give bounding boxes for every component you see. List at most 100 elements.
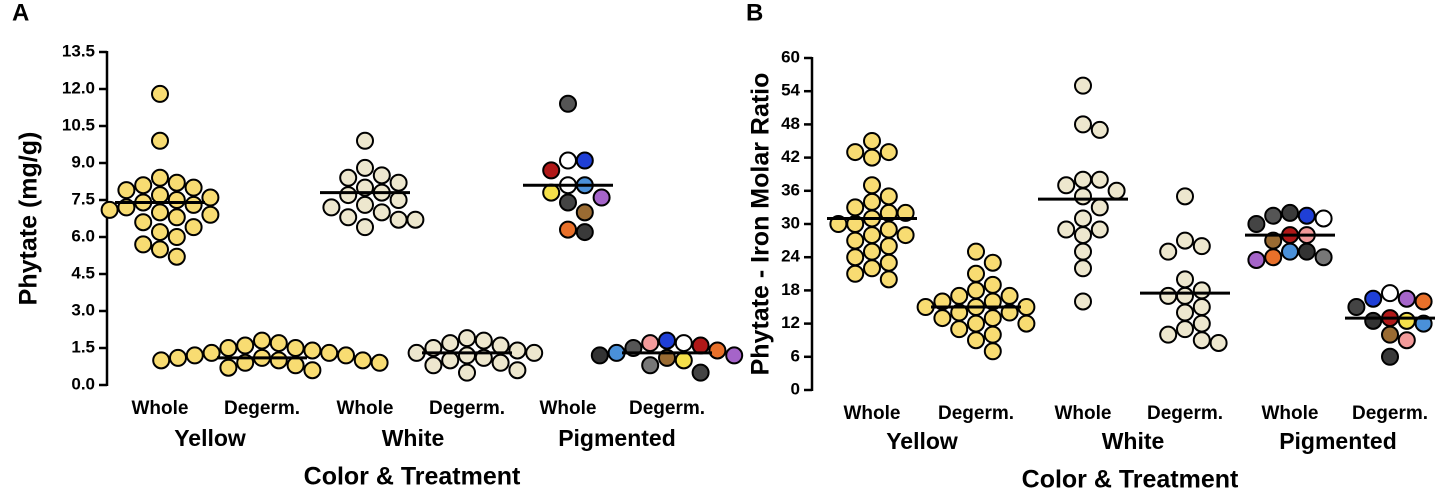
data-point (559, 94, 577, 113)
data-point (1057, 220, 1076, 239)
y-tick-label: 0.0 (71, 374, 95, 393)
data-point (863, 176, 881, 195)
data-point (372, 203, 391, 222)
group-label: Pigmented (558, 425, 676, 451)
data-point (151, 186, 169, 205)
data-point (474, 331, 493, 350)
data-point (967, 331, 985, 350)
panel-label: A (12, 0, 29, 26)
data-point (559, 193, 577, 212)
data-point (339, 186, 358, 205)
data-point (879, 187, 898, 206)
data-point (846, 264, 865, 283)
data-point (641, 356, 660, 375)
data-point (967, 264, 985, 283)
data-point (356, 158, 374, 177)
data-point (151, 240, 169, 259)
x-tick-label: Whole (1055, 403, 1112, 424)
data-point (1074, 242, 1092, 261)
y-tick-label: 13.5 (62, 41, 95, 60)
data-point (424, 356, 443, 375)
data-point (1314, 209, 1333, 228)
data-point (863, 132, 881, 150)
group-label: White (1102, 428, 1165, 454)
data-point (592, 188, 611, 207)
data-point (370, 353, 389, 372)
y-tick-label: 1.5 (71, 337, 95, 356)
data-point (491, 336, 510, 355)
y-tick-label: 7.5 (71, 189, 95, 208)
data-point (134, 235, 153, 254)
y-tick-label: 0 (791, 379, 800, 398)
data-point (525, 343, 544, 362)
data-point (151, 223, 169, 242)
y-tick-label: 10.5 (62, 115, 95, 134)
data-point (1176, 320, 1194, 339)
data-point (1192, 237, 1211, 256)
data-point (508, 341, 527, 360)
y-tick-label: 12.0 (62, 78, 95, 97)
data-point (1000, 303, 1019, 322)
data-point (575, 203, 594, 222)
y-axis-label: Phytate (mg/g) (15, 132, 43, 306)
data-point (372, 166, 391, 185)
data-point (846, 198, 865, 217)
data-point (184, 218, 203, 237)
data-point (983, 309, 1002, 328)
data-point (1159, 286, 1178, 305)
data-point (356, 195, 374, 214)
data-point (879, 143, 898, 162)
data-point (1017, 314, 1036, 333)
data-point (896, 226, 915, 245)
x-tick-label: Whole (844, 403, 901, 424)
data-point (950, 286, 969, 305)
data-point (983, 275, 1002, 294)
data-point (269, 351, 288, 370)
data-point (167, 191, 186, 209)
data-point (1159, 325, 1178, 344)
data-point (967, 314, 985, 333)
data-point (1347, 298, 1366, 316)
data-point (353, 351, 372, 370)
data-point (201, 205, 220, 224)
data-point (151, 84, 169, 103)
data-point (1057, 176, 1076, 195)
data-point (1107, 181, 1126, 200)
x-axis-label: Color & Treatment (304, 463, 521, 491)
data-point (134, 176, 153, 195)
data-point (1381, 347, 1399, 366)
data-point (337, 346, 355, 365)
data-point (1397, 331, 1416, 350)
data-point (356, 131, 374, 150)
y-axis-label: Phytate - Iron Molar Ratio (747, 73, 775, 376)
group-label: White (382, 425, 445, 451)
data-point (879, 253, 898, 272)
data-point (184, 195, 203, 214)
y-tick-label: 54 (781, 81, 800, 100)
y-tick-label: 60 (781, 47, 800, 66)
data-point (674, 351, 693, 370)
data-point (1074, 76, 1092, 95)
data-point (1176, 286, 1194, 305)
data-point (389, 191, 408, 209)
y-tick-label: 12 (781, 313, 800, 332)
data-point (1192, 331, 1211, 350)
data-point (846, 248, 865, 267)
data-point (339, 208, 358, 227)
data-point (846, 143, 865, 162)
data-point (269, 334, 288, 353)
y-tick-label: 24 (781, 247, 800, 266)
data-point (167, 173, 186, 192)
data-point (846, 231, 865, 250)
data-point (863, 242, 881, 261)
data-point (708, 341, 727, 360)
data-point (1074, 115, 1092, 134)
data-point (441, 351, 460, 370)
y-tick-label: 42 (781, 147, 800, 166)
group-label: Pigmented (1279, 428, 1397, 454)
data-point (152, 351, 171, 370)
data-point (286, 339, 305, 357)
data-point (339, 168, 358, 187)
data-point (1090, 220, 1109, 239)
x-axis-label: Color & Treatment (1022, 466, 1239, 494)
